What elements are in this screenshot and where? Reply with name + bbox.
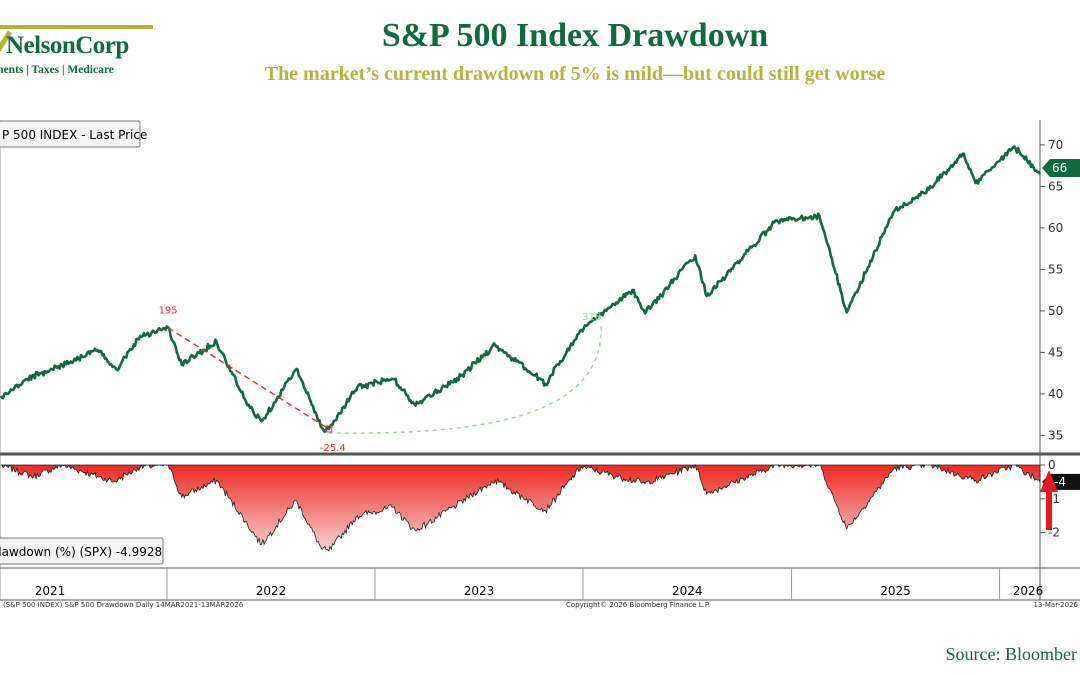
drawdown-area-path [0,463,1041,552]
annotations: 195 -25.4 318 [159,306,602,454]
year-label: 2022 [256,584,287,598]
price-tick-label: 35 [1048,428,1063,442]
price-line [0,145,1042,433]
source-note: Source: Bloomber [945,644,1077,664]
year-axis: 2021 2022 2023 2024 2025 2026 [35,568,1044,600]
trough-label: -25.4 [320,443,346,454]
price-legend-box [0,120,141,148]
year-label: 2021 [35,584,66,598]
chart-title: S&P 500 Index Drawdown [381,17,769,54]
drawdown-tick-label: 0 [1048,458,1056,472]
last-price-tag [1042,158,1080,177]
last-price-label: 66 [1052,161,1067,175]
arrow-icon [1040,470,1058,530]
price-tick-label: 50 [1048,304,1063,318]
price-tick-label: 60 [1048,221,1063,235]
year-label: 2026 [1013,584,1044,598]
price-tick-label: 55 [1048,262,1063,276]
chart-footer: (S&P 500 INDEX) S&P 500 Drawdown Daily 1… [3,601,1079,609]
trough-marker [325,425,333,433]
drawdown-area [0,463,1041,552]
price-tick-label: 70 [1048,138,1063,152]
year-label: 2023 [464,584,495,598]
year-label: 2024 [672,584,703,598]
last-drawdown-label: -4 [1054,475,1066,489]
year-label: 2025 [880,584,911,598]
drawdown-legend-label: dawdown (%) (SPX) -4.9928 [0,545,162,559]
price-tick-label: 40 [1048,387,1063,401]
price-legend-label: P 500 INDEX - Last Price [2,128,147,142]
legends: P 500 INDEX - Last Price dawdown (%) (SPX… [0,120,164,565]
price-tick-label: 65 [1048,179,1063,193]
chart-subtitle: The market’s current drawdown of 5% is m… [264,63,886,85]
drawdown-legend-box [0,537,164,565]
recovery-label: 318 [582,312,601,323]
red-up-arrow [1040,470,1058,530]
footer-date: 13-Mar-2026 [1033,601,1078,609]
price-axis-ticks: 70 65 60 55 50 45 40 35 66 [1040,138,1080,442]
drawdown-tick-label: -1 [1048,492,1060,506]
price-tick-label: 45 [1048,345,1063,359]
recovery-dashed-curve [328,326,602,434]
footer-left: (S&P 500 INDEX) S&P 500 Drawdown Daily 1… [3,601,244,609]
checkmark-icon [0,30,12,53]
logo-tagline: ments | Taxes | Medicare [0,64,114,76]
chart-frame [0,120,1080,601]
drawdown-tick-label: -2 [1048,526,1060,540]
decline-dashed-line [167,327,330,430]
peak-label: 195 [159,306,178,317]
logo-name: NelsonCorp [6,32,129,59]
price-series [0,145,1042,433]
logo-bar [0,25,153,29]
footer-copyright: Copyright© 2026 Bloomberg Finance L.P. [566,601,710,609]
